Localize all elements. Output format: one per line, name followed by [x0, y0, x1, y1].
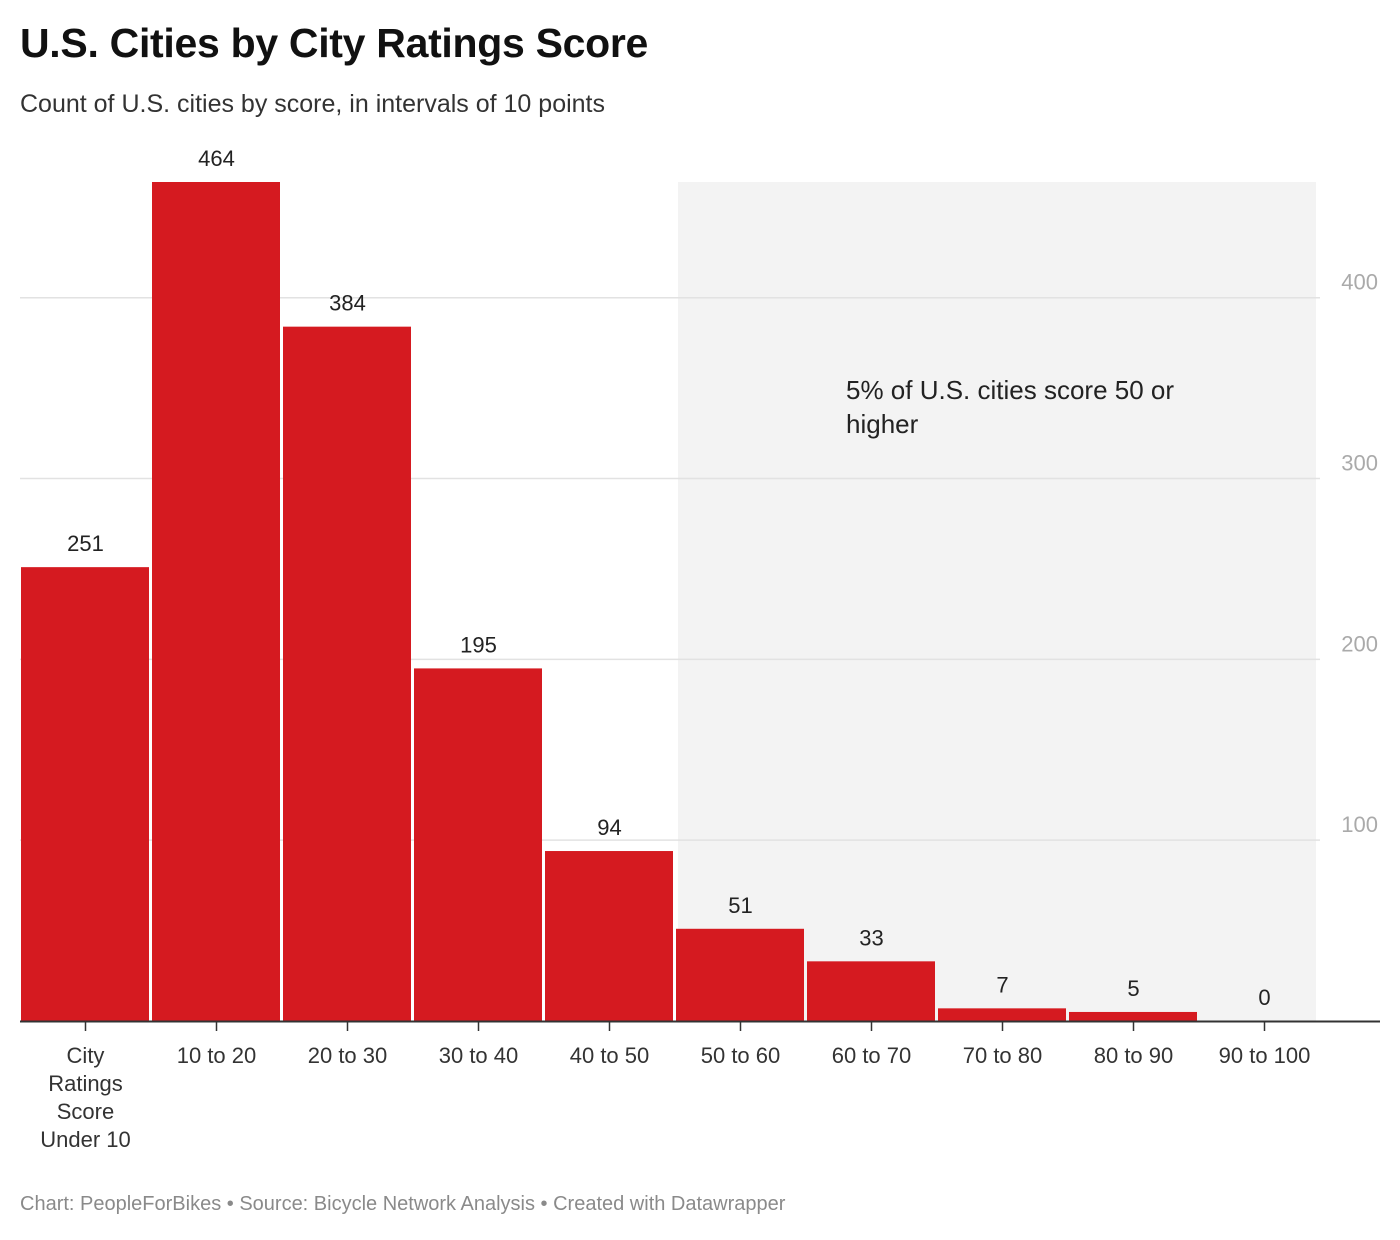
- chart-footer: Chart: PeopleForBikes • Source: Bicycle …: [20, 1193, 786, 1215]
- bar: [21, 567, 149, 1021]
- bar: [807, 961, 935, 1021]
- category-label: 70 to 80: [963, 1043, 1043, 1068]
- bar: [1069, 1011, 1197, 1021]
- chart-subtitle: Count of U.S. cities by score, in interv…: [20, 90, 605, 118]
- value-label: 51: [728, 893, 752, 918]
- bars: [21, 182, 1197, 1022]
- bar: [545, 851, 673, 1021]
- chart-title: U.S. Cities by City Ratings Score: [20, 20, 649, 66]
- bar: [152, 182, 280, 1021]
- annotation-text: 5% of U.S. cities score 50 or higher: [846, 375, 1174, 439]
- value-label: 464: [198, 146, 235, 171]
- highlight-band: [678, 182, 1316, 1021]
- value-label: 251: [67, 531, 104, 556]
- bar: [414, 668, 542, 1021]
- value-labels: 251 464 384 195 94 51 33 7 5 0: [67, 146, 1270, 1010]
- bar: [283, 326, 411, 1022]
- annotation: 5% of U.S. cities score 50 or higher: [846, 375, 1174, 439]
- y-tick-label: 400: [1341, 270, 1378, 295]
- bar: [676, 928, 804, 1021]
- y-tick-label: 100: [1341, 812, 1378, 837]
- category-label: 30 to 40: [439, 1043, 519, 1068]
- value-label: 7: [996, 972, 1008, 997]
- category-label: 60 to 70: [832, 1043, 912, 1068]
- category-label: 10 to 20: [177, 1043, 257, 1068]
- value-label: 33: [859, 925, 883, 950]
- category-label: 80 to 90: [1094, 1043, 1174, 1068]
- value-label: 384: [329, 291, 366, 316]
- x-axis: [20, 1020, 1380, 1031]
- category-label: 40 to 50: [570, 1043, 650, 1068]
- y-tick-label: 300: [1341, 451, 1378, 476]
- value-label: 0: [1258, 985, 1270, 1010]
- y-tick-label: 200: [1341, 631, 1378, 656]
- value-label: 5: [1127, 976, 1139, 1001]
- category-label: 50 to 60: [701, 1043, 781, 1068]
- category-label: City Ratings Score Under 10: [40, 1043, 131, 1152]
- value-label: 195: [460, 632, 497, 657]
- bar: [938, 1008, 1066, 1021]
- category-labels: City Ratings Score Under 10 10 to 20 20 to 30…: [40, 1043, 1310, 1152]
- highlight-band-layer: [678, 182, 1316, 1021]
- value-label: 94: [597, 815, 621, 840]
- category-label: 90 to 100: [1219, 1043, 1311, 1068]
- category-label: 20 to 30: [308, 1043, 388, 1068]
